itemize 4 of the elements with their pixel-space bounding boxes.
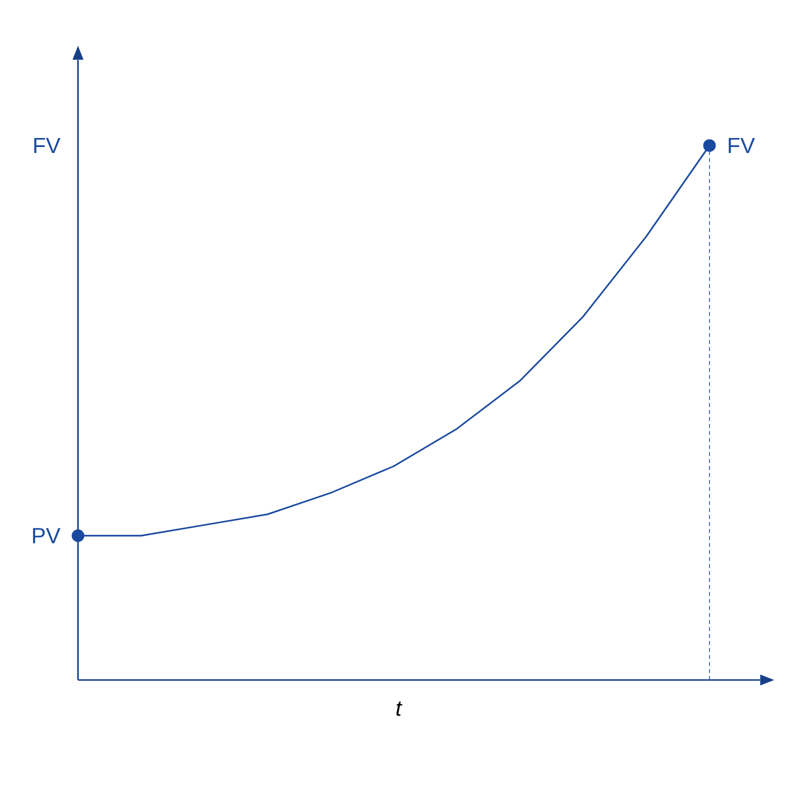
x-axis-title: t	[396, 702, 402, 716]
annotation: FV	[728, 138, 755, 154]
text: FV	[34, 138, 60, 154]
text: PV	[33, 528, 60, 544]
